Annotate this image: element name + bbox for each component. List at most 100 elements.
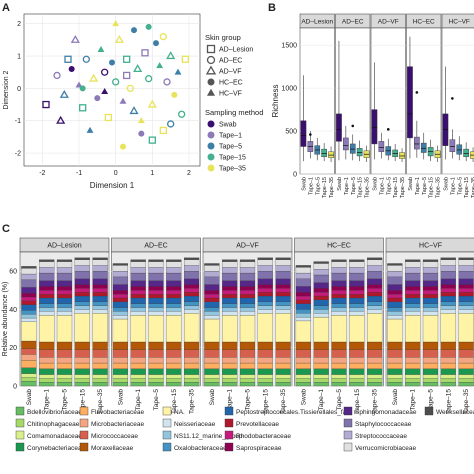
x-tick-label: Tape–35	[97, 389, 104, 414]
stacked-bar-segment	[331, 307, 347, 312]
stacked-bar-segment	[204, 311, 220, 316]
stacked-bar-segment	[112, 276, 129, 285]
stacked-bar-segment	[387, 378, 403, 383]
scatter-point	[64, 55, 72, 63]
stacked-bar-segment	[112, 301, 129, 308]
stacked-bar-segment	[21, 287, 37, 294]
scatter-point	[82, 55, 90, 63]
stacked-bar-segment	[275, 257, 291, 260]
stacked-bar-segment	[39, 261, 55, 268]
box-body	[300, 120, 307, 147]
stacked-bar-segment	[74, 278, 90, 285]
stacked-bar-segment	[349, 280, 365, 287]
legend-method-symbol	[207, 120, 215, 128]
stacked-bar-segment	[92, 259, 108, 266]
stacked-bar-segment	[92, 368, 108, 375]
stacked-bar-segment	[257, 257, 273, 260]
stacked-bar-segment	[21, 293, 37, 298]
stacked-bar-segment	[92, 374, 108, 379]
stacked-bar-segment	[458, 362, 474, 369]
stacked-bar-segment	[349, 374, 365, 379]
stacked-bar-segment	[257, 305, 273, 310]
stacked-bar-segment	[405, 259, 421, 262]
stacked-bar-segment	[422, 311, 439, 316]
stacked-bar-segment	[295, 341, 312, 350]
x-tick-label: Tape–1	[379, 177, 385, 195]
x-tick-label: 1	[150, 170, 154, 177]
stacked-bar-segment	[166, 303, 182, 308]
stacked-bar-segment	[166, 297, 182, 304]
stacked-bar-segment	[295, 299, 312, 304]
scatter-point	[181, 55, 189, 63]
legend-taxon-label: Peptostreptococcales.Tissierellales_fa	[236, 409, 347, 416]
scatter-point	[75, 81, 83, 88]
stacked-bar-segment	[422, 272, 439, 281]
scatter-point	[163, 78, 171, 86]
stacked-bar-segment	[458, 309, 474, 314]
scatter-point	[112, 20, 120, 27]
x-tick-label: Tape–35	[372, 389, 379, 414]
stacked-bar-segment	[275, 278, 291, 285]
stacked-bar-segment	[349, 357, 365, 364]
facet-label: HC–VF	[449, 19, 470, 26]
stacked-bar-segment	[257, 349, 273, 358]
stacked-bar-segment	[166, 357, 182, 364]
stacked-bar-segment	[257, 259, 273, 266]
stacked-bar-segment	[92, 284, 108, 289]
legend-taxon-label: Prevotellaceae	[236, 421, 279, 428]
stacked-bar-segment	[222, 307, 238, 312]
stacked-bar-segment	[313, 305, 329, 310]
stacked-bar-segment	[166, 286, 182, 291]
stacked-bar-segment	[257, 265, 273, 272]
stacked-bar-segment	[166, 293, 182, 299]
x-axis-title: Dimension 1	[90, 181, 135, 190]
legend-taxon-label: Corynebacteriaceae	[27, 445, 86, 452]
x-tick-label: Tape–35	[365, 177, 371, 198]
stacked-bar-segment	[275, 271, 291, 279]
stacked-bar-segment	[422, 259, 439, 262]
x-tick-label: Tape–35	[463, 389, 470, 414]
stacked-bar-segment	[74, 357, 90, 364]
y-tick-label: 0	[17, 86, 21, 93]
stacked-bar-segment	[458, 265, 474, 272]
stacked-bar-segment	[21, 268, 37, 275]
scatter-point	[94, 95, 101, 102]
legend-taxon-swatch	[162, 406, 172, 416]
stacked-bar-segment	[349, 378, 365, 383]
stacked-bar-segment	[56, 261, 73, 268]
stacked-bar-segment	[204, 349, 220, 358]
scatter-point	[119, 97, 127, 104]
x-tick-label: Swab	[337, 177, 343, 191]
stacked-bar-segment	[349, 259, 365, 262]
stacked-bar-segment	[92, 313, 108, 343]
stacked-bar-segment	[275, 349, 291, 358]
stacked-bar-segment	[239, 357, 256, 364]
stacked-bar-segment	[21, 273, 37, 280]
legend-taxon-swatch	[79, 430, 89, 440]
stacked-bar-segment	[422, 362, 439, 369]
stacked-bar-segment	[166, 307, 182, 312]
stacked-bar-segment	[295, 292, 312, 297]
stacked-bar-segment	[405, 297, 421, 304]
stacked-bar-segment	[458, 382, 474, 387]
box-body	[463, 148, 469, 158]
stacked-bar-segment	[204, 284, 220, 291]
x-tick-label: Tape–35	[471, 177, 474, 198]
x-tick-label: Tape–5	[386, 177, 392, 195]
stacked-bar-segment	[366, 301, 383, 306]
stacked-bar-segment	[405, 315, 421, 343]
stacked-bar-segment	[313, 374, 329, 379]
stacked-bar-segment	[313, 368, 329, 375]
stacked-bar-segment	[387, 290, 403, 295]
stacked-bar-segment	[458, 313, 474, 343]
stacked-bar-segment	[275, 259, 291, 266]
legend-skin-label: HC–VF	[219, 91, 242, 98]
stacked-bar-segment	[112, 263, 129, 266]
stacked-bar-segment	[275, 378, 291, 383]
scatter-point	[147, 99, 157, 108]
stacked-bar-segment	[405, 303, 421, 308]
y-tick-label: 20	[9, 345, 17, 352]
stacked-bar-segment	[405, 382, 421, 387]
x-tick-label: Tape–15	[322, 177, 328, 198]
